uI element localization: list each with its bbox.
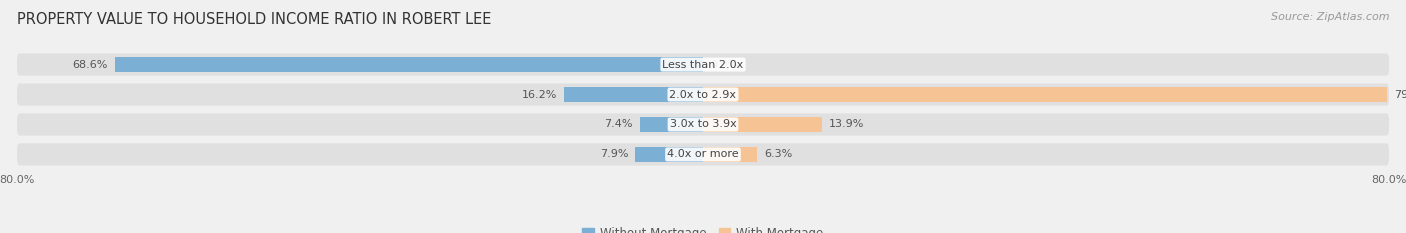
Text: PROPERTY VALUE TO HOUSEHOLD INCOME RATIO IN ROBERT LEE: PROPERTY VALUE TO HOUSEHOLD INCOME RATIO…	[17, 12, 491, 27]
FancyBboxPatch shape	[17, 143, 1389, 165]
Bar	[636, 147, 703, 162]
Text: Less than 2.0x: Less than 2.0x	[662, 60, 744, 70]
FancyBboxPatch shape	[17, 54, 1389, 76]
Text: 16.2%: 16.2%	[522, 89, 557, 99]
Bar	[115, 57, 703, 72]
Text: 0.0%: 0.0%	[710, 60, 738, 70]
Text: 68.6%: 68.6%	[72, 60, 108, 70]
Text: 13.9%: 13.9%	[830, 120, 865, 130]
Text: 6.3%: 6.3%	[763, 149, 792, 159]
Bar	[703, 87, 1388, 102]
Text: 4.0x or more: 4.0x or more	[668, 149, 738, 159]
Text: 2.0x to 2.9x: 2.0x to 2.9x	[669, 89, 737, 99]
Text: Source: ZipAtlas.com: Source: ZipAtlas.com	[1271, 12, 1389, 22]
Text: 3.0x to 3.9x: 3.0x to 3.9x	[669, 120, 737, 130]
Text: 79.8%: 79.8%	[1395, 89, 1406, 99]
Text: 7.9%: 7.9%	[600, 149, 628, 159]
Bar	[703, 117, 823, 132]
Text: 7.4%: 7.4%	[605, 120, 633, 130]
FancyBboxPatch shape	[17, 83, 1389, 106]
Bar	[564, 87, 703, 102]
Legend: Without Mortgage, With Mortgage: Without Mortgage, With Mortgage	[578, 222, 828, 233]
FancyBboxPatch shape	[17, 113, 1389, 136]
Bar	[640, 117, 703, 132]
Bar	[703, 147, 756, 162]
